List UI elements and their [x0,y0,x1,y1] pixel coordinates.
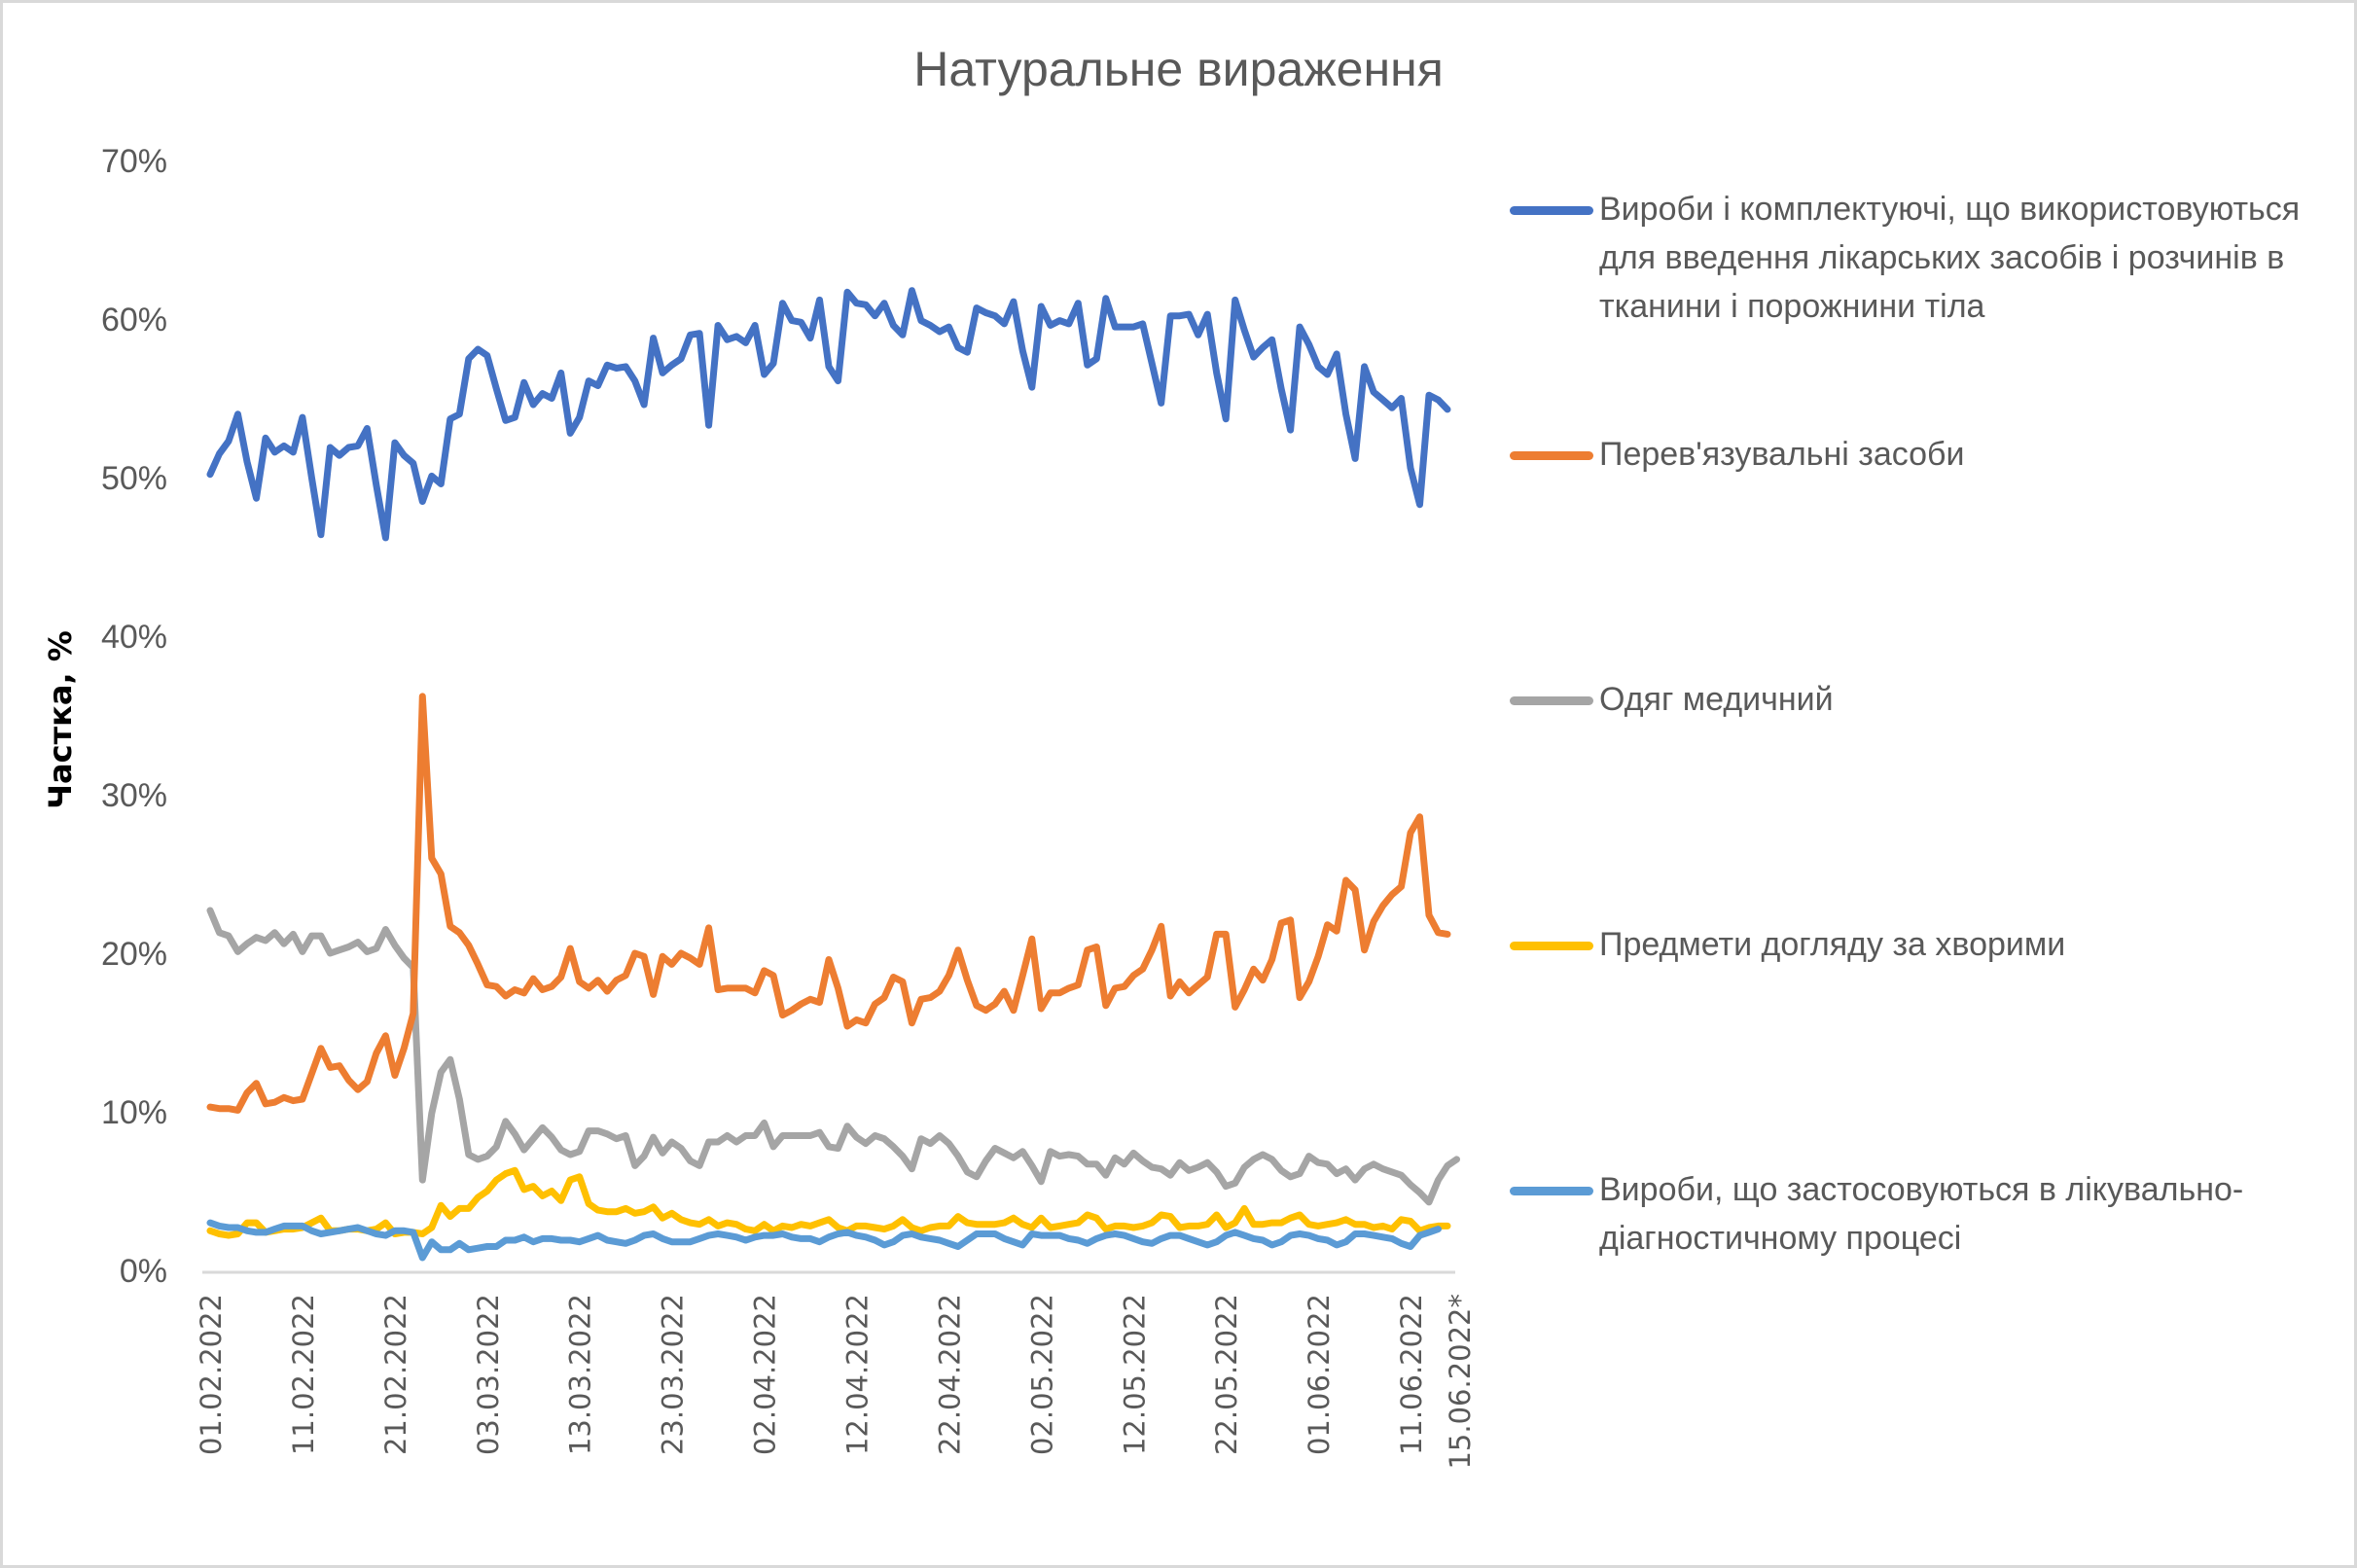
x-tick-label: 23.03.2022 [657,1294,690,1455]
series-line-2 [206,693,1451,1114]
x-tick-label: 15.06.2022* [1444,1294,1477,1470]
y-tick-label: 50% [101,460,167,497]
x-tick-label: 12.04.2022 [840,1294,874,1455]
x-tick-label: 12.05.2022 [1118,1294,1151,1455]
legend-label: Одяг медичний [1599,681,1834,718]
legend-item: Вироби, що застосовуються в лікувально-д… [1510,1165,2319,1263]
series-line-5 [206,1219,1442,1262]
x-axis-ticks: 01.02.2022 11.02.2022 21.02.2022 03.03.2022… [195,1294,1477,1470]
x-tick-label: 21.02.2022 [379,1294,412,1455]
legend-label: Предмети догляду за хворими [1599,926,2066,963]
series-line-4 [206,1166,1451,1239]
x-tick-label: 13.03.2022 [564,1294,597,1455]
y-tick-label: 70% [101,143,167,180]
x-tick-label: 22.04.2022 [933,1294,966,1455]
y-tick-label: 60% [101,302,167,339]
legend-label: Перев'язувальні засоби [1599,436,1965,473]
legend-item: Предмети догляду за хворими [1510,920,2319,969]
series-line-1 [206,287,1451,542]
x-tick-label: 03.03.2022 [472,1294,505,1455]
legend-swatch [1510,451,1593,460]
legend-label: Вироби і комплектуючі, що використовують… [1599,191,2301,325]
x-tick-label: 11.06.2022 [1395,1294,1428,1455]
legend-swatch [1510,942,1593,950]
y-tick-label: 0% [120,1253,167,1290]
series-line-3 [206,907,1460,1206]
legend-item: Перев'язувальні засоби [1510,430,2319,479]
x-tick-label: 02.05.2022 [1025,1294,1058,1455]
x-tick-label: 02.04.2022 [749,1294,782,1455]
legend-swatch [1510,206,1593,215]
legend-item: Вироби і комплектуючі, що використовують… [1510,185,2319,331]
y-axis-ticks: 0% 10% 20% 30% 40% 50% 60% 70% [101,143,167,1290]
legend-swatch [1510,1187,1593,1195]
x-tick-label: 22.05.2022 [1210,1294,1243,1455]
y-tick-label: 30% [101,777,167,814]
legend-item: Одяг медичний [1510,675,2319,724]
x-tick-label: 11.02.2022 [287,1294,320,1455]
y-tick-label: 40% [101,619,167,656]
x-tick-label: 01.06.2022 [1303,1294,1336,1455]
y-tick-label: 20% [101,936,167,973]
x-tick-label: 01.02.2022 [195,1294,228,1455]
legend-label: Вироби, що застосовуються в лікувально-д… [1599,1171,2244,1257]
series-lines [206,287,1460,1262]
legend-swatch [1510,696,1593,705]
y-tick-label: 10% [101,1094,167,1131]
chart-title: Натуральне вираження [913,42,1444,96]
